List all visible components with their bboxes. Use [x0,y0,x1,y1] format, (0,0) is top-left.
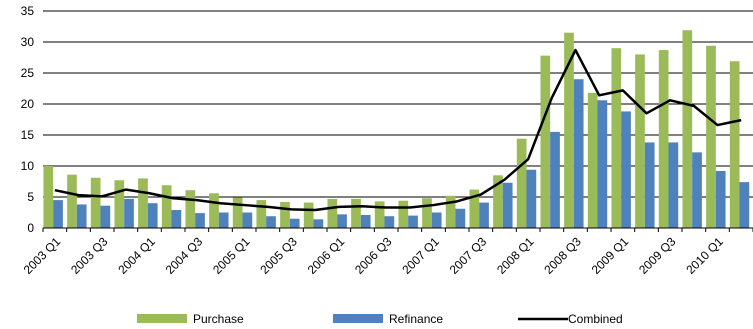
bar-purchase [351,198,361,228]
bar-refinance [313,219,324,228]
bar-refinance [715,170,726,228]
bar-purchase [43,166,54,228]
bar-purchase [114,180,125,228]
bar-purchase [280,201,290,228]
bar-refinance [621,111,631,228]
bar-refinance [242,212,253,228]
bar-refinance [692,152,702,228]
bars [43,30,750,229]
y-tick-label: 20 [21,97,35,111]
bar-purchase [516,138,527,228]
bar-refinance [644,142,655,228]
bar-refinance [431,212,442,228]
x-tick-label: 2007 Q3 [447,234,490,277]
bar-purchase [611,48,622,229]
bar-refinance [479,202,489,228]
bar-refinance [384,216,395,228]
gridlines [43,10,753,198]
bar-refinance [337,214,347,228]
y-tick-label: 10 [21,159,35,173]
bar-purchase [90,177,101,228]
legend-swatch-refinance [333,314,383,323]
bar-purchase [587,92,598,228]
bar-refinance [100,205,111,228]
bar-purchase [422,198,432,228]
legend-label-refinance: Refinance [389,312,443,326]
bar-purchase [635,54,645,229]
y-tick-label: 25 [21,66,35,80]
bar-purchase [540,55,551,228]
bar-refinance [147,203,158,228]
bar-refinance [124,198,134,228]
bar-purchase [303,202,314,228]
x-tick-label: 2005 Q1 [210,234,253,277]
bar-refinance [550,131,560,228]
bar-refinance [526,169,537,228]
x-axis-ticks [42,228,753,232]
bar-refinance [502,182,513,228]
bar-refinance [739,182,750,228]
bar-refinance [668,142,679,228]
bar-refinance [171,210,182,228]
x-tick-label: 2006 Q3 [352,234,395,277]
bar-purchase [185,190,196,228]
bar-purchase [256,200,267,228]
combined-line-layer [54,48,742,212]
x-tick-label: 2006 Q1 [305,234,348,277]
x-tick-label: 2008 Q3 [541,234,584,277]
x-axis-labels: 2003 Q1 2003 Q3 2004 Q1 2004 Q3 2005 Q1 2005 … [21,234,726,277]
bar-refinance [573,79,584,228]
bar-refinance [76,204,87,228]
x-tick-label: 2009 Q3 [636,234,679,277]
x-tick-label: 2010 Q1 [683,234,726,277]
bar-refinance [266,216,276,228]
bar-refinance [597,100,608,228]
legend: Purchase Refinance Combined [137,312,623,326]
bar-refinance [289,218,300,228]
bar-purchase [564,32,574,229]
bar-refinance [408,215,418,228]
bar-purchase [232,197,243,228]
bar-refinance [53,200,63,228]
bar-refinance [195,213,205,228]
bar-refinance [218,212,229,228]
bar-purchase [729,61,740,228]
bar-purchase [374,201,385,228]
bar-purchase [67,174,77,228]
bar-purchase [469,189,480,228]
bar-purchase [445,195,456,228]
y-tick-label: 35 [21,4,35,18]
line-combined [54,48,742,212]
y-axis-labels: 0 5 10 15 20 25 30 35 [21,4,35,235]
x-tick-label: 2005 Q3 [257,234,300,277]
bar-purchase [161,185,172,228]
x-tick-label: 2009 Q1 [589,234,632,277]
x-tick-label: 2003 Q1 [21,234,64,277]
legend-swatch-purchase [137,314,187,323]
x-tick-label: 2003 Q3 [68,234,111,277]
bar-purchase [327,198,338,228]
y-tick-label: 5 [27,190,34,204]
bar-purchase [209,193,219,228]
bar-purchase [682,30,693,228]
y-tick-label: 0 [27,221,34,235]
y-tick-label: 30 [21,35,35,49]
x-tick-label: 2004 Q3 [163,234,206,277]
legend-label-combined: Combined [568,312,623,326]
bar-purchase [706,45,716,228]
bar-purchase [493,175,503,228]
legend-label-purchase: Purchase [193,312,244,326]
bar-refinance [455,208,466,228]
x-tick-label: 2004 Q1 [115,234,158,277]
x-tick-label: 2008 Q1 [494,234,537,277]
bar-refinance [360,214,371,228]
x-tick-label: 2007 Q1 [399,234,442,277]
bar-purchase [658,50,669,229]
y-tick-label: 15 [21,128,35,142]
bar-purchase [138,178,148,228]
bar-purchase [398,200,409,228]
